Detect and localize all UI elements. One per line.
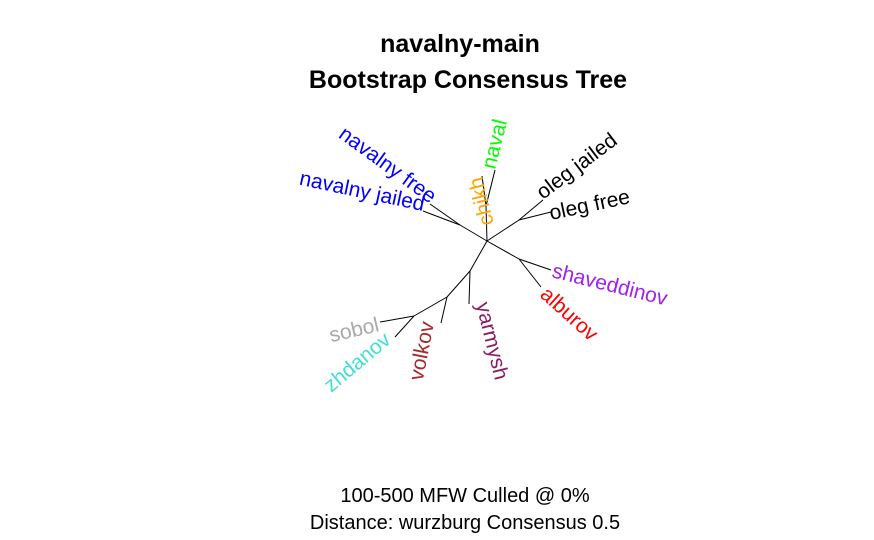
edge-to-oleg-node (486, 219, 520, 242)
footer-line-2: Distance: wurzburg Consensus 0.5 (310, 512, 620, 534)
edge-alburov (518, 258, 542, 288)
edge-volkov (440, 296, 448, 324)
tree-edges (379, 169, 552, 338)
leaf-label-yarmysh: yarmysh (471, 300, 513, 383)
edge-to-navalny-node (459, 224, 488, 242)
leaf-labels: chikh naval navalny free navalny jailed … (297, 117, 670, 392)
leaf-label-chikh: chikh (465, 175, 499, 228)
footer-line-1: 100-500 MFW Culled @ 0% (340, 485, 590, 507)
edge-to-lower-node-2 (446, 270, 471, 298)
edge-zhdanov (394, 315, 415, 338)
leaf-label-volkov: volkov (405, 319, 439, 382)
edge-chikh (481, 175, 487, 207)
edge-to-chikh-naval-node (485, 205, 488, 242)
edge-sobol (379, 315, 415, 323)
edge-shaveddinov (518, 258, 552, 271)
edge-navalny-free (429, 203, 461, 226)
edge-oleg-jailed (518, 199, 544, 221)
edge-naval (485, 169, 496, 207)
edge-to-lower-node-1 (469, 240, 488, 272)
edge-oleg-free (518, 211, 552, 221)
edge-to-shav-alb-node (486, 240, 520, 260)
leaf-label-naval: naval (478, 117, 512, 171)
title-line-1: navalny-main (380, 30, 540, 58)
title-line-2: Bootstrap Consensus Tree (309, 66, 627, 94)
edge-navalny-jailed (422, 210, 461, 226)
edge-yarmysh (468, 270, 471, 305)
edge-to-sobol-zhdanov-node (413, 296, 448, 317)
